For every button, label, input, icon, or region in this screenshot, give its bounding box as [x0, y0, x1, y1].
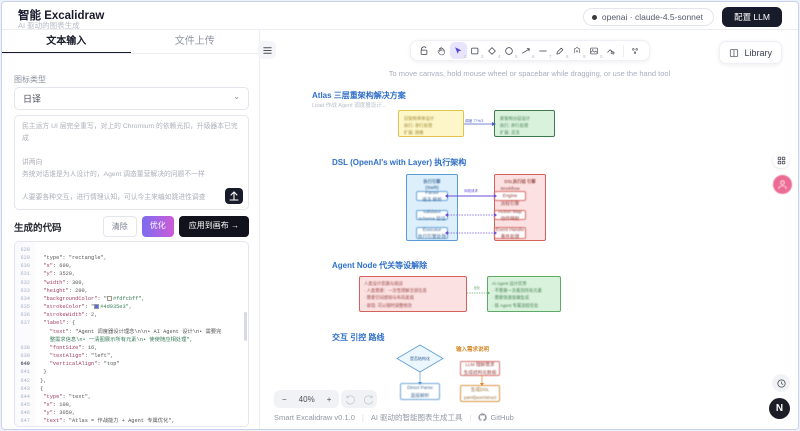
- svg-text:是否结构化: 是否结构化: [410, 355, 430, 361]
- svg-text:优化: 优化: [474, 285, 481, 290]
- svg-text:网络请求: 网络请求: [464, 188, 478, 193]
